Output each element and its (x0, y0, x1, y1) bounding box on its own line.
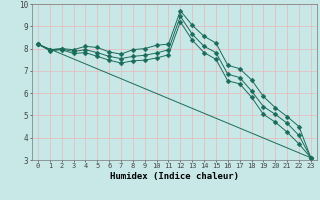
X-axis label: Humidex (Indice chaleur): Humidex (Indice chaleur) (110, 172, 239, 181)
